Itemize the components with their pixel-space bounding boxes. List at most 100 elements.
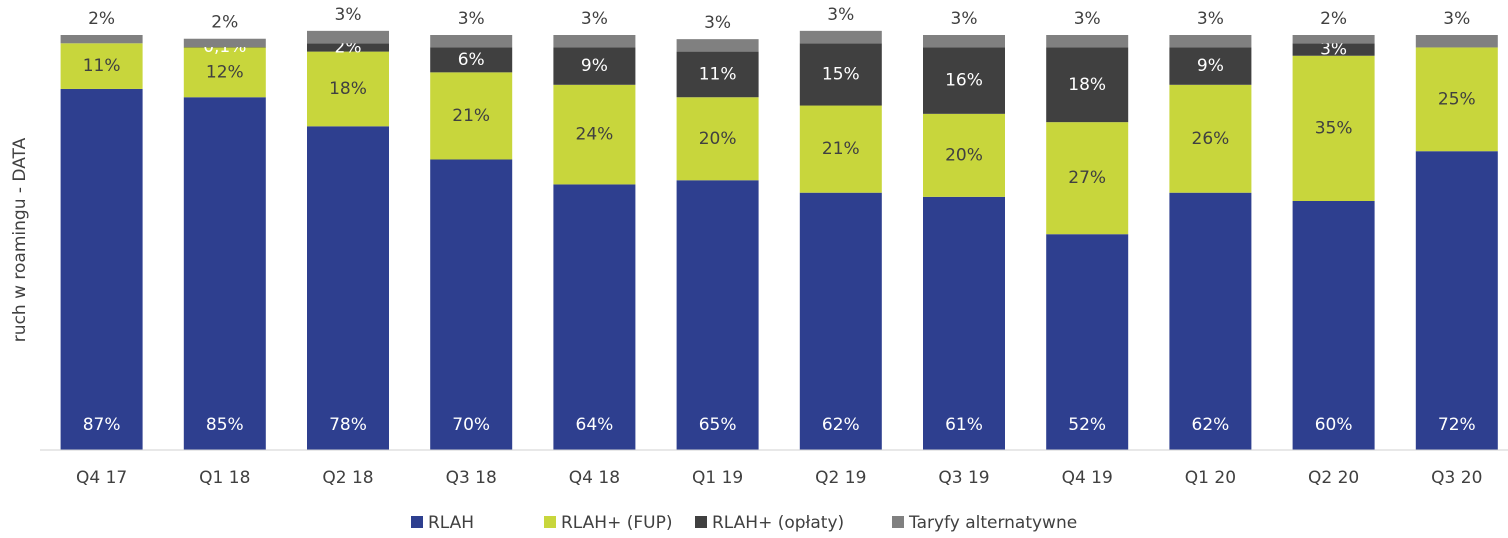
bar-segment <box>1292 35 1375 44</box>
bar-segment <box>1292 201 1375 450</box>
data-label: 24% <box>576 125 614 145</box>
x-tick-label: Q1 19 <box>692 468 743 488</box>
x-tick-label: Q2 20 <box>1308 468 1359 488</box>
bar-segment <box>799 43 882 106</box>
data-label: 3% <box>1320 40 1347 60</box>
data-label: 3% <box>335 5 362 25</box>
x-tick-label: Q4 18 <box>569 468 620 488</box>
data-label: 60% <box>1315 415 1353 435</box>
bar-segment <box>1292 43 1375 56</box>
bar-segment <box>553 184 636 450</box>
data-label: 35% <box>1315 118 1353 138</box>
x-tick-label: Q2 18 <box>322 468 373 488</box>
data-label: 15% <box>822 64 860 84</box>
data-label: 20% <box>945 145 983 165</box>
data-label: 9% <box>1197 56 1224 76</box>
y-axis-label: ruch w roamingu - DATA <box>10 137 30 342</box>
data-label: 70% <box>452 415 490 435</box>
legend-swatch <box>544 516 556 528</box>
data-label: 3% <box>458 9 485 29</box>
bar-segment <box>1046 122 1129 235</box>
data-label: 87% <box>83 415 121 435</box>
data-label: 26% <box>1192 129 1230 149</box>
x-tick-label: Q4 17 <box>76 468 127 488</box>
bar-segment <box>60 43 143 89</box>
bar-segment <box>1046 234 1129 450</box>
data-label: 72% <box>1438 415 1476 435</box>
data-label: 2% <box>1320 9 1347 29</box>
data-label: 3% <box>951 9 978 29</box>
data-label: 25% <box>1438 89 1476 109</box>
x-tick-label: Q3 20 <box>1431 468 1482 488</box>
bar-segment <box>553 84 636 185</box>
data-label: 2% <box>211 13 238 33</box>
data-label: 62% <box>822 415 860 435</box>
bar-segment <box>1046 35 1129 48</box>
bar-segment <box>553 47 636 85</box>
data-label: 21% <box>452 106 490 126</box>
data-label: 18% <box>329 79 367 99</box>
data-label: 3% <box>704 13 731 33</box>
data-label: 3% <box>1443 9 1470 29</box>
data-label: 78% <box>329 415 367 435</box>
bar-segment <box>307 126 389 451</box>
data-label: 9% <box>581 56 608 76</box>
bar-segment <box>1046 47 1129 123</box>
bar-segment <box>799 30 882 44</box>
data-label: 3% <box>827 5 854 25</box>
data-label: 11% <box>83 56 121 76</box>
data-label: 65% <box>699 415 737 435</box>
bar-segment <box>676 180 759 450</box>
bar-segment <box>430 72 513 160</box>
data-label: 20% <box>699 129 737 149</box>
data-label: 11% <box>699 64 737 84</box>
x-tick-label: Q1 20 <box>1185 468 1236 488</box>
bar-segment <box>923 35 1005 48</box>
bar-segment <box>307 51 389 127</box>
bar-segment <box>923 196 1005 450</box>
legend-label: RLAH+ (opłaty) <box>712 513 844 533</box>
bar-segment <box>1169 35 1252 48</box>
bar-segment <box>183 38 266 48</box>
legend-swatch <box>695 516 707 528</box>
x-tick-label: Q4 19 <box>1062 468 1113 488</box>
x-tick-label: Q3 18 <box>446 468 497 488</box>
bar-segment <box>1415 35 1498 48</box>
bar-segment <box>1169 84 1252 193</box>
data-label: 2% <box>88 9 115 29</box>
legend-swatch <box>411 516 423 528</box>
data-label: 16% <box>945 71 983 91</box>
data-label: 62% <box>1192 415 1230 435</box>
bar-segment <box>676 39 759 52</box>
x-tick-label: Q1 18 <box>199 468 250 488</box>
bar-segment <box>307 43 389 52</box>
bar-segment <box>923 47 1005 114</box>
data-label: 21% <box>822 139 860 159</box>
data-label: 6% <box>458 50 485 70</box>
bar-segment <box>1292 55 1375 201</box>
legend-label: RLAH <box>428 513 474 533</box>
bar-segment <box>799 105 882 193</box>
bar-segment <box>430 159 513 450</box>
x-tick-label: Q3 19 <box>938 468 989 488</box>
data-label: 61% <box>945 415 983 435</box>
bar-segment <box>553 35 636 48</box>
bar-segment <box>799 192 882 450</box>
data-label: 3% <box>581 9 608 29</box>
bar-segment <box>676 97 759 181</box>
data-label: 3% <box>1197 9 1224 29</box>
legend-swatch <box>892 516 904 528</box>
bar-segment <box>307 30 389 44</box>
data-label: 18% <box>1068 75 1106 95</box>
data-label: 12% <box>206 62 244 82</box>
data-label: 64% <box>576 415 614 435</box>
bar-segment <box>923 113 1005 197</box>
bar-segment <box>1169 192 1252 450</box>
bar-segment <box>430 47 513 73</box>
bar-segment <box>1415 47 1498 152</box>
bar-segment <box>676 51 759 98</box>
bar-segment <box>1415 151 1498 450</box>
data-label: 3% <box>1074 9 1101 29</box>
